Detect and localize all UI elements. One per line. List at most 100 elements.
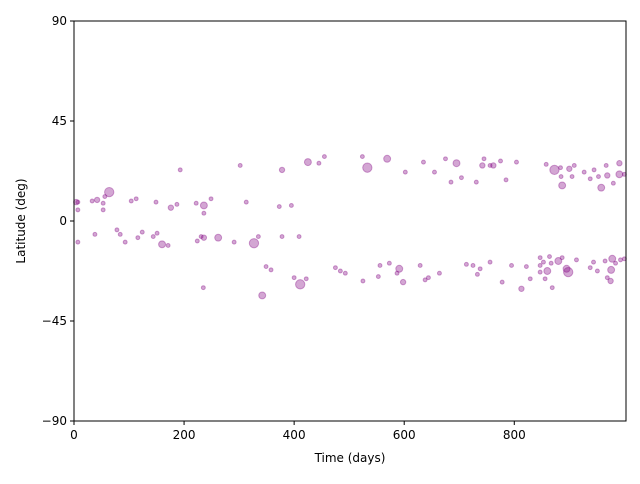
point — [608, 254, 617, 263]
point — [537, 262, 543, 268]
point — [100, 200, 106, 206]
point — [448, 179, 454, 185]
point — [542, 276, 548, 282]
point — [100, 207, 106, 213]
y-tick-label: −45 — [42, 314, 67, 328]
point — [514, 159, 519, 165]
point — [321, 154, 327, 160]
y-axis-label: Latitude (deg) — [14, 178, 28, 263]
point — [139, 229, 145, 235]
y-tick-label: −90 — [42, 414, 67, 428]
point — [487, 162, 493, 168]
point — [558, 165, 563, 171]
point — [383, 154, 392, 163]
point — [596, 174, 601, 180]
point — [237, 162, 243, 168]
point — [523, 264, 529, 270]
point — [422, 277, 428, 283]
point — [158, 240, 167, 249]
point — [563, 266, 574, 278]
point — [276, 204, 282, 210]
point — [518, 285, 525, 292]
point — [279, 234, 285, 240]
point — [591, 259, 596, 265]
point — [316, 160, 322, 166]
point — [432, 169, 437, 175]
point — [549, 164, 560, 176]
point — [135, 235, 141, 241]
point — [198, 234, 204, 240]
point — [337, 268, 343, 274]
x-tick-label: 400 — [283, 428, 306, 442]
point — [597, 183, 606, 192]
point — [537, 269, 543, 275]
point — [503, 177, 509, 183]
point — [342, 270, 348, 276]
point — [549, 285, 555, 291]
x-tick-label: 200 — [173, 428, 196, 442]
x-tick-label: 600 — [393, 428, 416, 442]
point — [443, 156, 448, 162]
point — [153, 199, 159, 205]
point — [386, 260, 392, 266]
point — [332, 265, 338, 271]
point — [604, 275, 610, 281]
point — [75, 199, 81, 205]
point — [359, 154, 365, 160]
point — [587, 265, 593, 271]
point — [543, 161, 549, 167]
point — [474, 271, 480, 277]
y-tick-label: 90 — [52, 14, 67, 28]
point — [540, 259, 546, 265]
point — [615, 170, 624, 179]
point — [201, 210, 207, 216]
point — [394, 270, 400, 276]
point — [268, 267, 274, 273]
point — [122, 239, 128, 245]
point — [547, 254, 552, 260]
point — [231, 239, 237, 245]
point — [200, 234, 208, 241]
point — [92, 231, 98, 237]
point — [558, 174, 564, 180]
x-tick-label: 0 — [70, 428, 78, 442]
point — [75, 239, 81, 245]
point — [303, 158, 312, 167]
point — [604, 172, 611, 179]
point — [463, 261, 469, 267]
point — [199, 201, 208, 210]
point — [291, 275, 297, 281]
point — [498, 158, 503, 164]
point — [167, 204, 175, 211]
point — [509, 262, 514, 268]
point — [610, 180, 616, 186]
point — [117, 231, 123, 237]
point — [487, 259, 493, 265]
point — [375, 274, 381, 280]
point — [481, 156, 487, 162]
point — [417, 262, 423, 268]
point — [574, 257, 579, 263]
point — [200, 285, 206, 291]
point — [89, 198, 95, 204]
point — [569, 174, 575, 180]
point — [360, 278, 366, 284]
point — [177, 167, 183, 173]
point — [603, 162, 609, 168]
point — [248, 238, 260, 249]
point — [425, 275, 431, 281]
point — [607, 277, 614, 285]
point — [174, 201, 180, 207]
point — [537, 255, 543, 261]
point — [543, 267, 552, 275]
point — [548, 260, 554, 266]
point — [154, 230, 160, 236]
point — [93, 196, 101, 204]
point — [581, 169, 587, 175]
y-tick-label: 45 — [52, 114, 67, 128]
point — [490, 162, 497, 169]
point — [114, 227, 120, 233]
point — [571, 162, 577, 168]
